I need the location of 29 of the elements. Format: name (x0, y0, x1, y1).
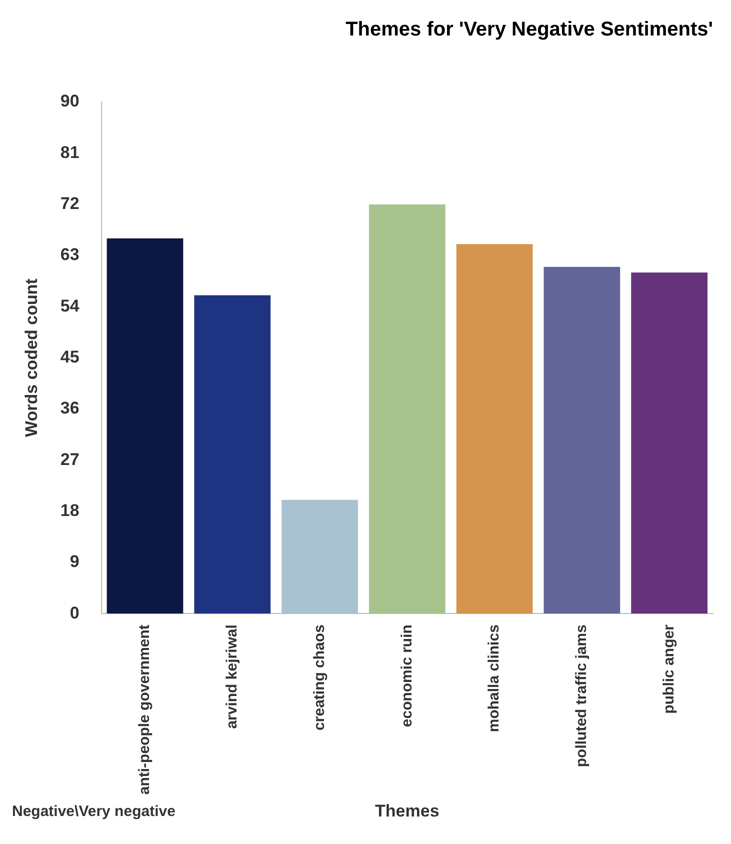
y-tick-label: 36 (60, 398, 80, 418)
x-tick-label: arvind kejriwal (224, 624, 241, 729)
chart-title: Themes for 'Very Negative Sentiments' (346, 18, 713, 41)
y-tick-label: 54 (60, 296, 80, 316)
bar (106, 238, 184, 614)
x-tick-label: economic ruin (398, 624, 416, 728)
y-tick-label: 63 (60, 245, 80, 264)
y-tick-label: 0 (70, 603, 80, 622)
y-tick-label: 90 (60, 92, 80, 111)
x-tick-label: polluted traffic jams (573, 624, 590, 768)
bar (631, 272, 708, 614)
y-tick-label: 27 (60, 450, 80, 469)
text: Negative\Very negative (12, 803, 176, 820)
x-tick-label: public anger (660, 624, 678, 714)
x-tick-label: anti-people government (136, 624, 154, 795)
x-axis-title: Themes (375, 801, 440, 820)
x-tick-label: creating chaos (310, 624, 328, 730)
x-tick-label: mohalla clinics (486, 624, 503, 732)
bar (544, 266, 620, 614)
bar (282, 500, 358, 614)
y-tick-label: 45 (60, 347, 80, 366)
bar (368, 204, 446, 614)
y-tick-label: 18 (60, 500, 80, 520)
y-tick-label: 9 (70, 552, 80, 572)
bar (194, 295, 271, 614)
y-axis-title: Words coded count (22, 278, 41, 437)
y-tick-label: 81 (60, 142, 80, 162)
y-tick-label: 72 (60, 194, 80, 214)
bar (456, 244, 533, 614)
